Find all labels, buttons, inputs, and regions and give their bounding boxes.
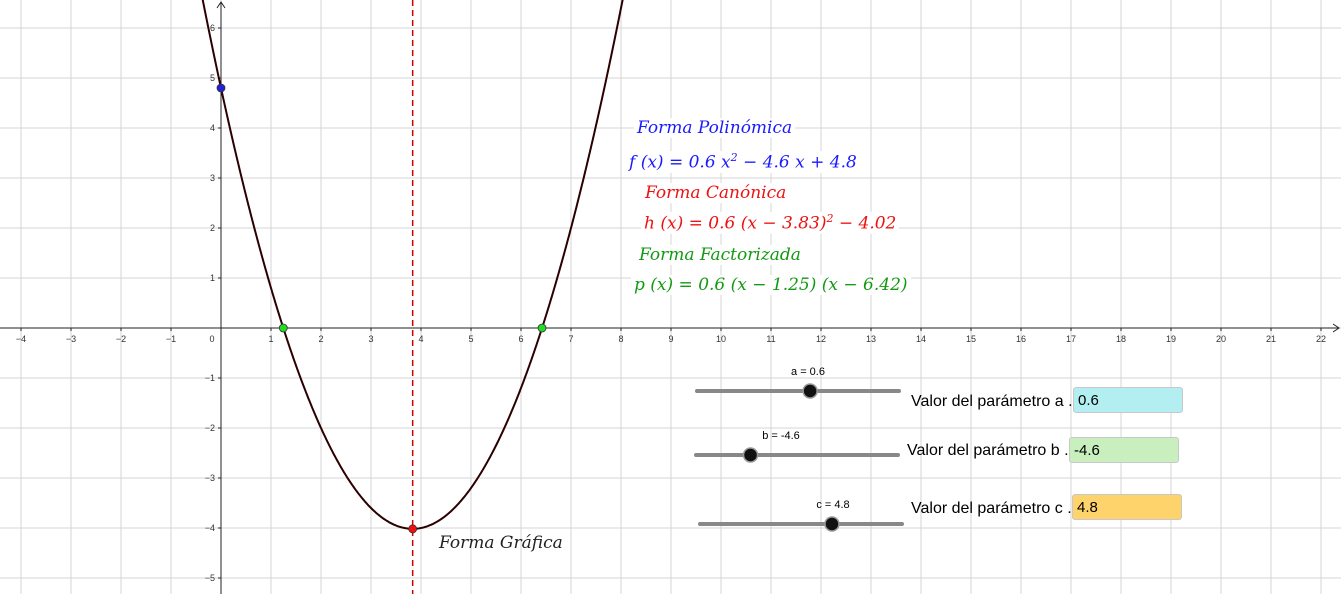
y-tick-label: −5 xyxy=(205,573,215,583)
slider-knob[interactable] xyxy=(742,447,759,463)
x-tick-label: 18 xyxy=(1116,334,1126,344)
slider-b-label: b = -4.6 xyxy=(762,430,800,442)
x-tick-label: 12 xyxy=(816,334,826,344)
sliders xyxy=(694,383,904,532)
poly-title: Forma Polinómica xyxy=(634,118,796,138)
slider-a-label: a = 0.6 xyxy=(791,366,825,378)
canon-title: Forma Canónica xyxy=(642,183,790,203)
fact-equation: p (x) = 0.6 (x − 1.25) (x − 6.42) xyxy=(631,275,911,295)
x-tick-label: 5 xyxy=(468,334,473,344)
poly-exponent: 2 xyxy=(730,151,738,164)
param-a-input[interactable] xyxy=(1073,387,1183,413)
x-tick-label: −3 xyxy=(66,334,76,344)
fact-title: Forma Factorizada xyxy=(636,245,804,265)
y-tick-label: 6 xyxy=(210,23,215,33)
canon-equation: h (x) = 0.6 (x − 3.83)2 − 4.02 xyxy=(641,212,900,234)
x-tick-label: 4 xyxy=(418,334,423,344)
x-tick-label: 8 xyxy=(618,334,623,344)
x-tick-label: 1 xyxy=(268,334,273,344)
slider-knob[interactable] xyxy=(802,383,818,399)
x-tick-label: 9 xyxy=(668,334,673,344)
slider-c-label: c = 4.8 xyxy=(816,499,850,511)
param-a-label: Valor del parámetro a . xyxy=(911,393,1073,410)
tick-labels: −4 −3 −2 −1 0 1 2 3 4 5 6 7 8 9 10 11 12 13 14 15 16 17 18 19 20… xyxy=(16,23,1326,583)
graph-title: Forma Gráfica xyxy=(439,533,563,553)
poly-equation: f (x) = 0.6 x2 − 4.6 x + 4.8 xyxy=(626,151,860,173)
x-tick-label: 14 xyxy=(916,334,926,344)
x-tick-label: 16 xyxy=(1016,334,1026,344)
x-tick-label: 2 xyxy=(318,334,323,344)
x-tick-label: 3 xyxy=(368,334,373,344)
x-tick-label: −2 xyxy=(116,334,126,344)
y-axis-arrow xyxy=(216,1,226,9)
canon-exponent: 2 xyxy=(826,212,834,225)
x-tick-label: −1 xyxy=(166,334,176,344)
x-tick-label: 0 xyxy=(209,334,214,344)
canon-eq-lhs: h (x) = 0.6 (x − 3.83) xyxy=(644,213,827,234)
x-tick-label: 7 xyxy=(568,334,573,344)
x-axis-arrow xyxy=(1332,323,1340,333)
poly-eq-rhs: − 4.6 x + 4.8 xyxy=(737,152,857,173)
param-b-input[interactable] xyxy=(1069,437,1179,463)
y-tick-label: −1 xyxy=(205,373,215,383)
x-tick-label: −4 xyxy=(16,334,26,344)
canon-eq-rhs: − 4.02 xyxy=(833,213,897,234)
param-c-label: Valor del parámetro c . xyxy=(911,500,1072,517)
vertex-point[interactable] xyxy=(408,524,418,534)
x-tick-label: 6 xyxy=(518,334,523,344)
x-tick-label: 13 xyxy=(866,334,876,344)
slider-knob[interactable] xyxy=(824,516,840,532)
param-c-input[interactable] xyxy=(1072,494,1182,520)
x-tick-label: 15 xyxy=(966,334,976,344)
param-b-label: Valor del parámetro b . xyxy=(907,442,1069,459)
y-tick-label: 5 xyxy=(210,73,215,83)
y-intercept-point[interactable] xyxy=(216,83,226,93)
y-tick-label: 1 xyxy=(210,273,215,283)
y-tick-label: −3 xyxy=(205,473,215,483)
y-tick-label: −4 xyxy=(205,523,215,533)
x-tick-label: 20 xyxy=(1216,334,1226,344)
root-point-2[interactable] xyxy=(537,323,547,333)
x-tick-label: 10 xyxy=(716,334,726,344)
x-tick-label: 17 xyxy=(1066,334,1076,344)
y-tick-label: 2 xyxy=(210,223,215,233)
x-tick-label: 11 xyxy=(766,334,775,344)
x-tick-label: 21 xyxy=(1266,334,1276,344)
x-tick-label: 22 xyxy=(1316,334,1326,344)
y-tick-label: 3 xyxy=(210,173,215,183)
x-tick-label: 19 xyxy=(1166,334,1176,344)
root-point-1[interactable] xyxy=(278,323,288,333)
y-tick-label: 4 xyxy=(210,123,215,133)
poly-eq-lhs: f (x) = 0.6 x xyxy=(629,152,731,173)
y-tick-label: −2 xyxy=(205,423,215,433)
